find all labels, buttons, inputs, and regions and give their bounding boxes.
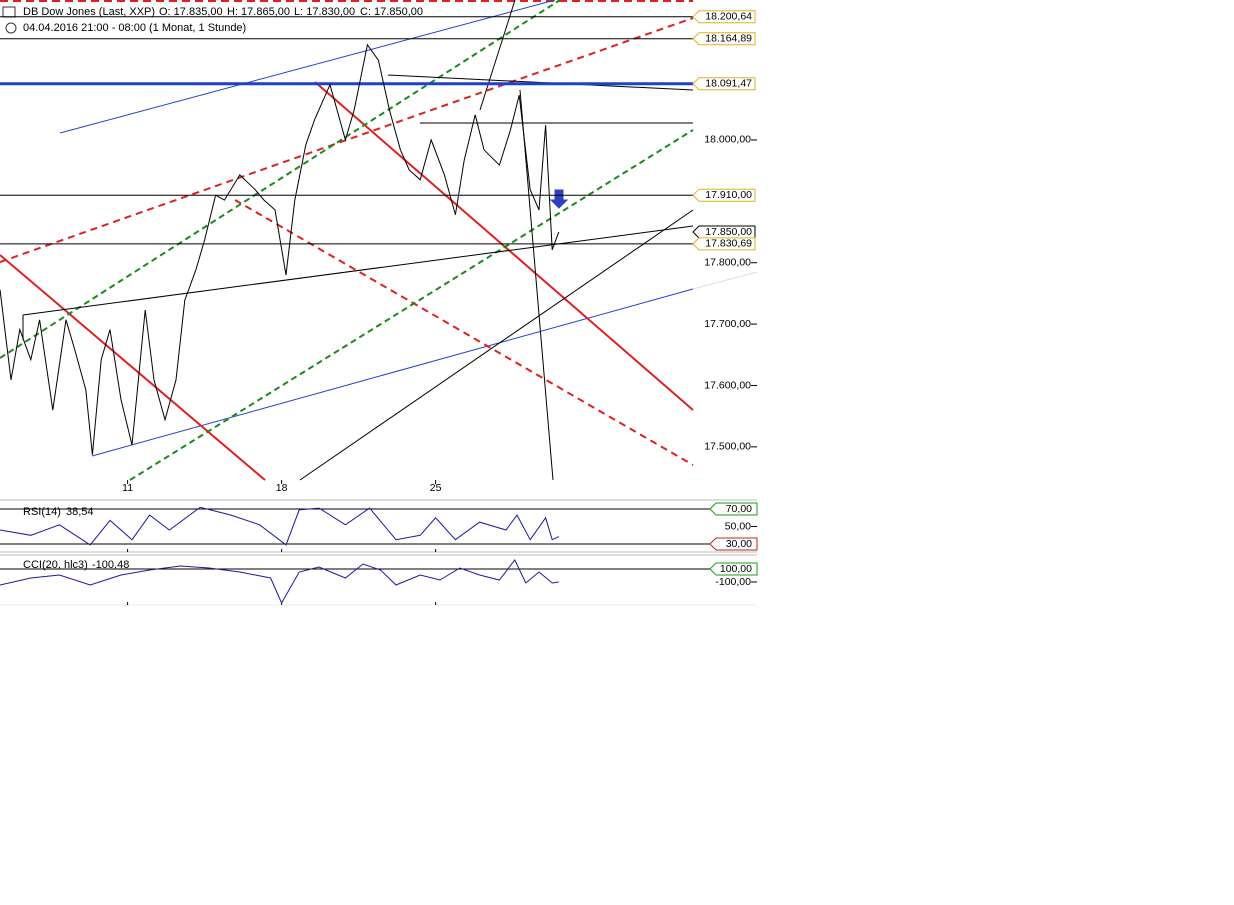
y-tick-label: 50,00 xyxy=(725,520,751,532)
y-tick-label: 17.500,00 xyxy=(704,441,751,453)
level-callout xyxy=(692,237,756,251)
rsi-name: RSI(14) xyxy=(23,506,61,518)
level-callout xyxy=(692,32,756,46)
level-label: 17.850,00 xyxy=(705,226,752,238)
y-tick-label: -100,00 xyxy=(715,576,751,588)
price-line xyxy=(0,559,559,605)
high: H: 17.865,00 xyxy=(227,6,290,18)
level-callout xyxy=(709,537,758,551)
level-callout xyxy=(692,188,756,202)
cci-current: -100,48 xyxy=(92,559,129,571)
level-callout xyxy=(692,10,756,24)
y-tick-label: 18.000,00 xyxy=(704,134,751,146)
bar-icon xyxy=(2,6,16,18)
price-line xyxy=(0,43,560,455)
level-label: 18.164,89 xyxy=(705,33,752,45)
y-tick-label: 17.600,00 xyxy=(704,379,751,391)
rsi-current: 38,54 xyxy=(66,506,94,518)
cci-name: CCI(20, hlc3) xyxy=(23,559,88,571)
close: C: 17.850,00 xyxy=(360,6,423,18)
drawings xyxy=(0,0,758,481)
level-callout xyxy=(692,225,756,239)
level-label: 18.091,47 xyxy=(705,78,752,90)
y-tick-label: 17.800,00 xyxy=(704,256,751,268)
level-callout xyxy=(709,502,758,516)
open: O: 17.835,00 xyxy=(159,6,223,18)
period: 04.04.2016 21:00 - 08:00 (1 Monat, 1 Stu… xyxy=(23,22,246,34)
level-label: 30,00 xyxy=(726,538,752,550)
x-tick-label: 18 xyxy=(276,482,288,494)
clock-icon xyxy=(5,22,17,34)
low: L: 17.830,00 xyxy=(294,6,355,18)
level-callout xyxy=(692,77,756,91)
level-label: 70,00 xyxy=(726,503,752,515)
y-tick-label: 17.700,00 xyxy=(704,318,751,330)
x-tick-label: 11 xyxy=(122,482,133,494)
level-label: 100,00 xyxy=(720,563,752,575)
price-line xyxy=(0,506,560,546)
level-label: 17.910,00 xyxy=(705,189,752,201)
x-tick-label: 25 xyxy=(430,482,442,494)
level-label: 18.200,64 xyxy=(705,11,752,23)
instrument: DB Dow Jones (Last, XXP) xyxy=(23,6,155,18)
level-callout xyxy=(709,562,758,576)
level-label: 17.830,69 xyxy=(705,238,752,250)
